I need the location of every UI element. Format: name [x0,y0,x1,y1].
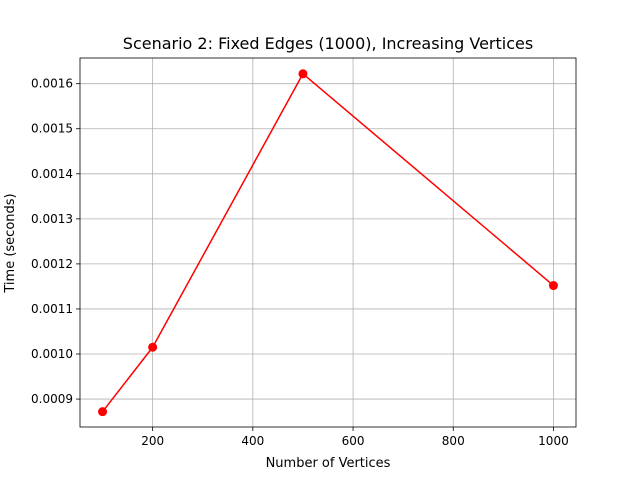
y-tick-label: 0.0014 [31,167,73,181]
chart-title: Scenario 2: Fixed Edges (1000), Increasi… [123,34,533,53]
grid-layer [80,58,576,427]
x-tick-label: 800 [442,434,465,448]
data-point [98,407,108,417]
plot-frame [79,57,577,428]
series-line [101,73,554,413]
y-tick-label: 0.0010 [31,347,73,361]
y-tick-label: 0.0013 [31,212,73,226]
x-tick-label: 600 [342,434,365,448]
x-tick-label: 400 [241,434,264,448]
series-layer [98,69,558,417]
y-axis-label: Time (seconds) [3,193,18,293]
x-tick-label: 200 [141,434,164,448]
data-point [148,342,158,352]
data-point [298,69,308,79]
y-tick-label: 0.0011 [31,302,73,316]
x-axis-label: Number of Vertices [266,456,391,471]
axis-layer: 200 400 600 800 1000 0.0009 0.0010 0.0011 0.0012… [31,57,577,448]
y-tick-label: 0.0012 [31,257,73,271]
y-tick-label: 0.0009 [31,392,73,406]
y-tick-label: 0.0015 [31,122,73,136]
y-tick-label: 0.0016 [31,77,73,91]
data-point [548,281,558,291]
x-tick-label: 1000 [538,434,569,448]
